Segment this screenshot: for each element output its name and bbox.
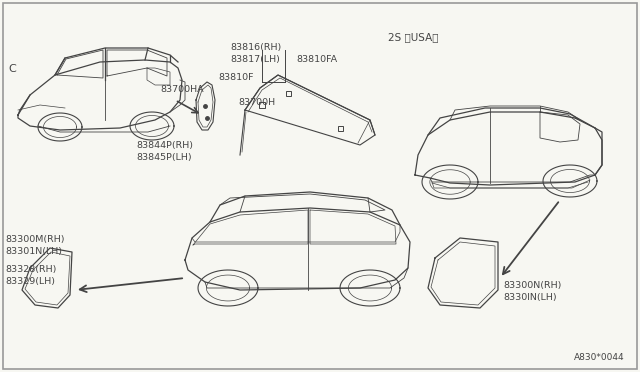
Text: A830*0044: A830*0044 xyxy=(574,353,625,362)
Text: 83328(RH): 83328(RH) xyxy=(5,265,56,274)
Text: 83810F: 83810F xyxy=(218,73,253,82)
Text: 83817(LH): 83817(LH) xyxy=(230,55,280,64)
Text: 83816(RH): 83816(RH) xyxy=(230,43,281,52)
Bar xyxy=(337,125,342,131)
Text: 83845P(LH): 83845P(LH) xyxy=(136,153,191,162)
Text: 83700H: 83700H xyxy=(238,98,275,107)
Text: C: C xyxy=(8,64,16,74)
Text: 83700HA: 83700HA xyxy=(160,85,204,94)
Text: 83810FA: 83810FA xyxy=(296,55,337,64)
Text: 83844P(RH): 83844P(RH) xyxy=(136,141,193,150)
Text: 2S 〈USA〉: 2S 〈USA〉 xyxy=(388,32,438,42)
Bar xyxy=(259,102,265,108)
Text: 83300N(RH): 83300N(RH) xyxy=(503,281,561,290)
Text: 83329(LH): 83329(LH) xyxy=(5,277,55,286)
Text: 8330lN(LH): 8330lN(LH) xyxy=(503,293,557,302)
Text: 83300M(RH): 83300M(RH) xyxy=(5,235,65,244)
Bar xyxy=(285,90,291,96)
Text: 83301N(LH): 83301N(LH) xyxy=(5,247,62,256)
